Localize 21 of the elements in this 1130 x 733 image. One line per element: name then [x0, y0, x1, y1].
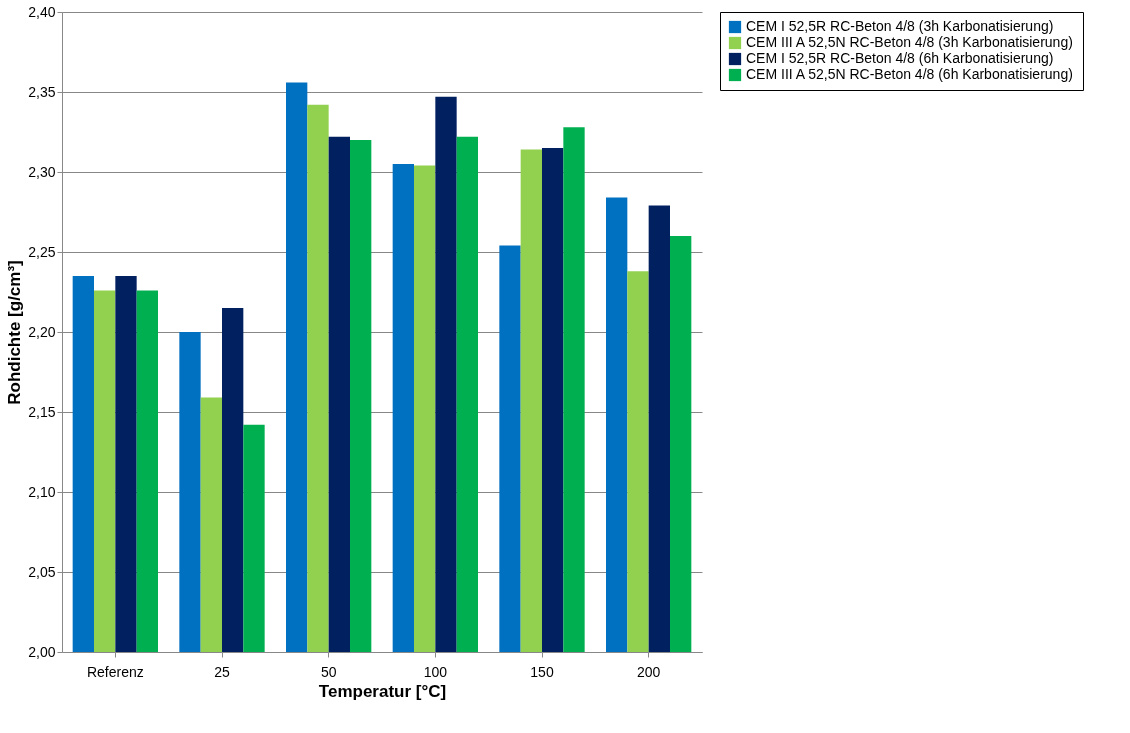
y-tick-label: 2,35	[28, 83, 56, 100]
y-tick-label: 2,30	[28, 163, 56, 180]
y-tick-label: 2,10	[28, 483, 56, 500]
x-axis-title: Temperatur [°C]	[318, 681, 447, 701]
legend-label: CEM I 52,5R RC-Beton 4/8 (3h Karbonatisierung)	[746, 18, 1054, 34]
y-tick-label: 2,05	[28, 563, 56, 580]
x-tick-label: Referenz	[86, 663, 144, 680]
x-tick-label: 200	[636, 663, 661, 680]
y-tick-label: 2,25	[28, 243, 56, 260]
y-tick-label: 2,40	[28, 3, 56, 20]
legend-label: CEM III A 52,5N RC-Beton 4/8 (3h Karbonatisierung)	[746, 34, 1073, 50]
legend-label: CEM I 52,5R RC-Beton 4/8 (6h Karbonatisierung)	[746, 50, 1054, 66]
x-tick-label: 150	[530, 663, 554, 680]
x-tick-label: 50	[320, 663, 337, 680]
x-tick-label: 25	[214, 663, 230, 680]
y-tick-label: 2,20	[28, 323, 56, 340]
y-tick-label: 2,00	[28, 643, 56, 660]
x-tick-label: 100	[423, 663, 448, 680]
legend-label: CEM III A 52,5N RC-Beton 4/8 (6h Karbonatisierung)	[746, 66, 1073, 82]
y-axis-title: Rohdichte [g/cm³]	[5, 260, 25, 405]
y-tick-label: 2,15	[28, 403, 56, 420]
